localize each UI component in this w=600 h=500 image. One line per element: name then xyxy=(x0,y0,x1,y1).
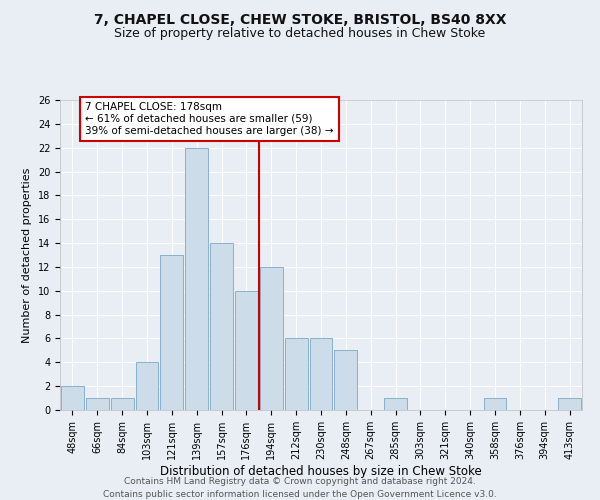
Bar xyxy=(558,398,581,410)
Bar xyxy=(136,362,158,410)
Bar xyxy=(160,255,183,410)
X-axis label: Distribution of detached houses by size in Chew Stoke: Distribution of detached houses by size … xyxy=(160,464,482,477)
Bar xyxy=(210,243,233,410)
Text: Contains HM Land Registry data © Crown copyright and database right 2024.: Contains HM Land Registry data © Crown c… xyxy=(124,478,476,486)
Bar xyxy=(310,338,332,410)
Bar xyxy=(235,291,258,410)
Text: 7, CHAPEL CLOSE, CHEW STOKE, BRISTOL, BS40 8XX: 7, CHAPEL CLOSE, CHEW STOKE, BRISTOL, BS… xyxy=(94,12,506,26)
Text: Size of property relative to detached houses in Chew Stoke: Size of property relative to detached ho… xyxy=(115,28,485,40)
Y-axis label: Number of detached properties: Number of detached properties xyxy=(22,168,32,342)
Bar xyxy=(260,267,283,410)
Bar xyxy=(185,148,208,410)
Bar xyxy=(384,398,407,410)
Text: Contains public sector information licensed under the Open Government Licence v3: Contains public sector information licen… xyxy=(103,490,497,499)
Bar xyxy=(111,398,134,410)
Text: 7 CHAPEL CLOSE: 178sqm
← 61% of detached houses are smaller (59)
39% of semi-det: 7 CHAPEL CLOSE: 178sqm ← 61% of detached… xyxy=(85,102,334,136)
Bar xyxy=(484,398,506,410)
Bar xyxy=(334,350,357,410)
Bar xyxy=(285,338,308,410)
Bar xyxy=(86,398,109,410)
Bar xyxy=(61,386,84,410)
